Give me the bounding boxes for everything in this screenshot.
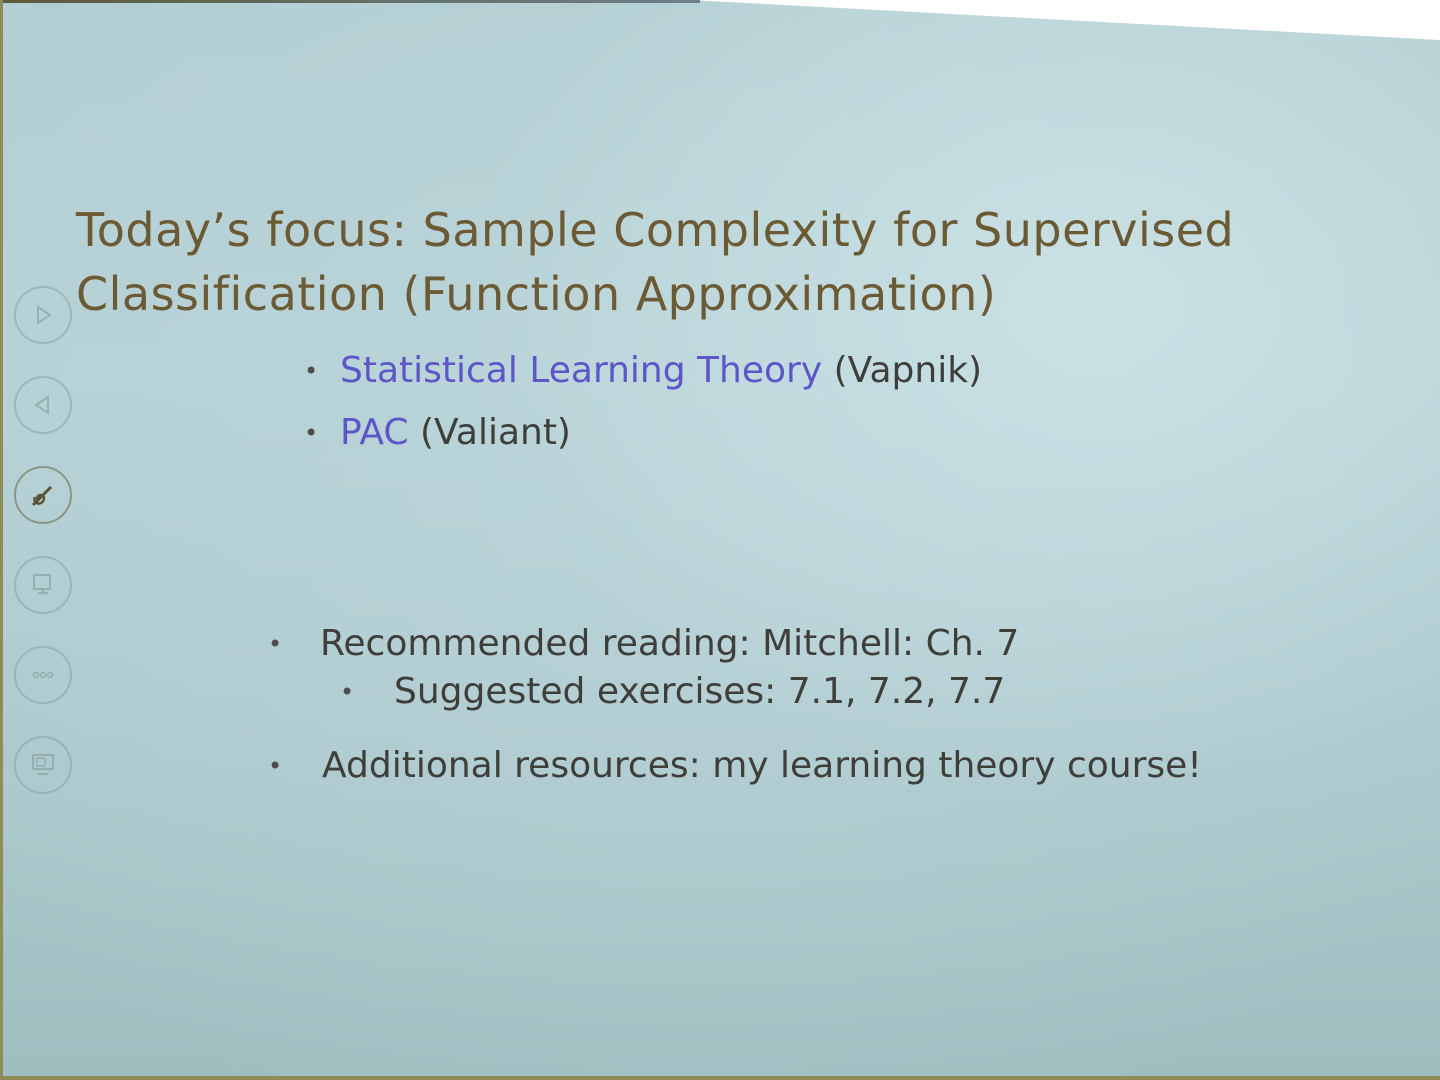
presenter-view-button[interactable]	[14, 736, 72, 794]
more-options-icon	[32, 671, 54, 679]
pac-author: (Valiant)	[420, 412, 571, 453]
recommended-reading: Recommended reading: Mitchell: Ch. 7	[320, 623, 1020, 664]
suggested-exercises: Suggested exercises: 7.1, 7.2, 7.7	[394, 671, 1006, 712]
screen-left-edge	[0, 0, 3, 1080]
additional-resources: Additional resources: my learning theory…	[322, 745, 1202, 786]
bullet-icon: •	[268, 752, 283, 780]
theory-item-pac: • PAC (Valiant)	[304, 402, 982, 464]
bullet-icon: •	[304, 357, 319, 385]
pen-icon	[31, 485, 53, 507]
theory-item-slt: • Statistical Learning Theory (Vapnik)	[304, 340, 983, 402]
screen-corner	[690, 0, 1440, 40]
next-slide-icon	[37, 305, 52, 325]
bullet-icon: •	[304, 419, 319, 447]
bullet-icon: •	[268, 630, 283, 658]
previous-slide-icon	[34, 395, 49, 415]
slt-author: (Vapnik)	[833, 350, 983, 391]
reading-list: • Recommended reading: Mitchell: Ch. 7 •…	[268, 618, 1020, 718]
bullet-icon: •	[340, 678, 355, 706]
more-options-button[interactable]	[14, 646, 72, 704]
pen-button[interactable]	[14, 466, 72, 524]
slide-view-button[interactable]	[14, 556, 72, 614]
reading-item: • Recommended reading: Mitchell: Ch. 7	[268, 618, 1020, 670]
slide-view-icon	[33, 574, 51, 595]
screen-top-edge	[0, 0, 700, 3]
presenter-view-icon	[32, 754, 54, 775]
theory-list: • Statistical Learning Theory (Vapnik) •…	[304, 340, 983, 464]
resources-list: • Additional resources: my learning theo…	[268, 740, 1202, 792]
exercises-item: • Suggested exercises: 7.1, 7.2, 7.7	[320, 666, 1019, 718]
screen-bottom-edge	[0, 1076, 1440, 1080]
slide-title: Today’s focus: Sample Complexity for Sup…	[76, 203, 1235, 321]
slt-link[interactable]: Statistical Learning Theory	[340, 350, 823, 391]
pac-link[interactable]: PAC	[340, 412, 409, 453]
next-slide-button[interactable]	[14, 286, 72, 344]
previous-slide-button[interactable]	[14, 376, 72, 434]
resources-item: • Additional resources: my learning theo…	[268, 740, 1202, 792]
